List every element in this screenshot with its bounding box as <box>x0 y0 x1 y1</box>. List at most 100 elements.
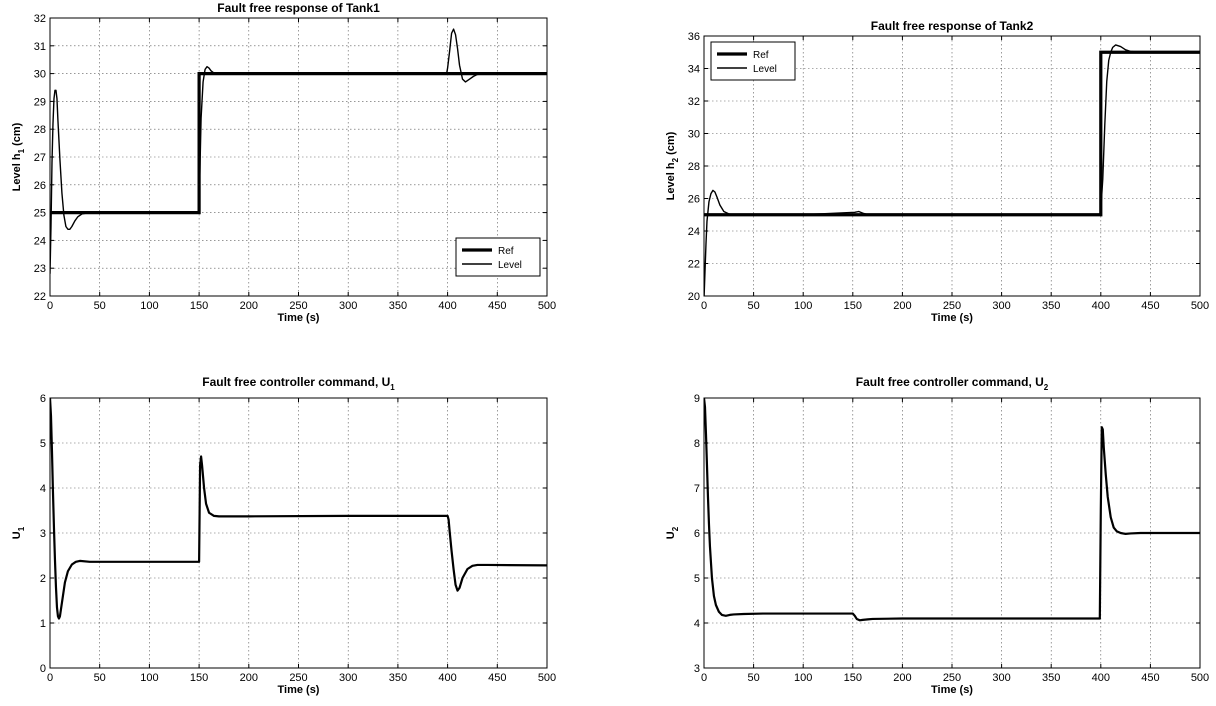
legend: Ref Level <box>710 41 796 81</box>
x-tick-label: 300 <box>339 300 357 312</box>
x-tick-label: 200 <box>893 672 911 684</box>
x-axis-label: Time (s) <box>931 684 973 696</box>
y-axis-label: Level h2 (cm) <box>665 131 680 200</box>
x-tick-label: 250 <box>943 300 961 312</box>
legend-entry-level: Level <box>498 260 522 271</box>
y-tick-label: 32 <box>34 13 46 25</box>
x-axis-label: Time (s) <box>931 312 973 324</box>
x-tick-label: 200 <box>240 300 258 312</box>
x-tick-label: 150 <box>190 300 208 312</box>
series-line-command <box>704 398 1200 622</box>
y-tick-label: 3 <box>40 528 46 540</box>
y-tick-label: 24 <box>688 226 700 238</box>
y-tick-label: 25 <box>34 208 46 220</box>
x-tick-label: 400 <box>1092 672 1110 684</box>
x-tick-label: 250 <box>289 672 307 684</box>
y-tick-label: 8 <box>694 438 700 450</box>
y-tick-label: 6 <box>40 393 46 405</box>
y-tick-label: 4 <box>40 483 46 495</box>
x-tick-label: 0 <box>701 672 707 684</box>
x-tick-label: 100 <box>140 300 158 312</box>
x-tick-label: 150 <box>844 672 862 684</box>
x-tick-label: 100 <box>140 672 158 684</box>
legend-box <box>455 237 541 277</box>
y-tick-label: 4 <box>694 618 700 630</box>
y-tick-label: 26 <box>34 180 46 192</box>
x-tick-label: 350 <box>1042 300 1060 312</box>
chart-panel-3: 0 50 100 150 200 250 300 350 400 450 500 0 1 2 3 4 5 6 Fau… <box>11 375 556 696</box>
x-tick-label: 0 <box>701 300 707 312</box>
x-tick-label: 450 <box>1141 672 1159 684</box>
x-tick-label: 100 <box>794 300 812 312</box>
x-tick-label: 150 <box>190 672 208 684</box>
legend: Ref Level <box>455 237 541 277</box>
y-tick-label: 5 <box>40 438 46 450</box>
x-tick-label: 450 <box>1141 300 1159 312</box>
x-tick-label: 50 <box>94 672 106 684</box>
x-tick-label: 350 <box>1042 672 1060 684</box>
chart-title: Fault free controller command, U2 <box>856 375 1049 392</box>
y-tick-label: 0 <box>40 663 46 675</box>
x-tick-label: 150 <box>844 300 862 312</box>
x-tick-label: 300 <box>992 300 1010 312</box>
x-tick-label: 200 <box>893 300 911 312</box>
x-tick-label: 450 <box>488 300 506 312</box>
chart-title: Fault free controller command, U1 <box>202 375 395 392</box>
x-tick-label: 50 <box>747 672 759 684</box>
series-line-level <box>704 44 1200 296</box>
y-tick-label: 23 <box>34 263 46 275</box>
legend-entry-ref: Ref <box>498 246 514 257</box>
y-axis-label: U2 <box>665 526 680 539</box>
x-axis-label: Time (s) <box>278 684 320 696</box>
legend-entry-ref: Ref <box>753 50 769 61</box>
x-tick-label: 50 <box>94 300 106 312</box>
y-tick-label: 30 <box>688 129 700 141</box>
chart-title: Fault free response of Tank1 <box>217 1 380 15</box>
chart-panel-4: 0 50 100 150 200 250 300 350 400 450 500 3 4 5 6 7 8 9 Fau… <box>665 375 1209 696</box>
x-tick-label: 500 <box>1191 672 1209 684</box>
y-tick-label: 32 <box>688 96 700 108</box>
y-tick-label: 3 <box>694 663 700 675</box>
x-tick-label: 500 <box>538 300 556 312</box>
x-tick-label: 400 <box>1092 300 1110 312</box>
y-axis-label: U1 <box>11 526 26 539</box>
y-tick-label: 31 <box>34 41 46 53</box>
x-tick-label: 450 <box>488 672 506 684</box>
x-tick-label: 200 <box>240 672 258 684</box>
y-tick-label: 36 <box>688 31 700 43</box>
x-tick-label: 300 <box>339 672 357 684</box>
x-tick-label: 50 <box>747 300 759 312</box>
y-axis-label: Level h1 (cm) <box>11 122 26 191</box>
x-axis-label: Time (s) <box>278 312 320 324</box>
x-tick-label: 500 <box>538 672 556 684</box>
x-tick-label: 250 <box>289 300 307 312</box>
x-tick-label: 400 <box>438 672 456 684</box>
series-line-command <box>50 398 547 620</box>
y-tick-label: 6 <box>694 528 700 540</box>
y-tick-label: 27 <box>34 152 46 164</box>
legend-entry-level: Level <box>753 64 777 75</box>
y-tick-label: 7 <box>694 483 700 495</box>
y-tick-label: 22 <box>34 291 46 303</box>
chart-title: Fault free response of Tank2 <box>871 19 1034 33</box>
legend-box <box>710 41 796 81</box>
y-tick-label: 24 <box>34 235 46 247</box>
y-tick-label: 2 <box>40 573 46 585</box>
x-tick-label: 500 <box>1191 300 1209 312</box>
x-tick-label: 100 <box>794 672 812 684</box>
y-tick-label: 29 <box>34 96 46 108</box>
chart-panel-1: 0 50 100 150 200 250 300 350 400 450 500 22 23 24 25 26… <box>11 1 556 324</box>
x-tick-label: 0 <box>47 672 53 684</box>
series-line-level <box>50 28 547 274</box>
y-tick-label: 26 <box>688 194 700 206</box>
y-tick-label: 34 <box>688 64 700 76</box>
y-tick-label: 28 <box>34 124 46 136</box>
y-tick-label: 30 <box>34 69 46 81</box>
y-tick-label: 28 <box>688 161 700 173</box>
y-tick-label: 5 <box>694 573 700 585</box>
x-tick-label: 350 <box>389 672 407 684</box>
x-tick-label: 400 <box>438 300 456 312</box>
x-tick-label: 0 <box>47 300 53 312</box>
y-tick-label: 22 <box>688 259 700 271</box>
